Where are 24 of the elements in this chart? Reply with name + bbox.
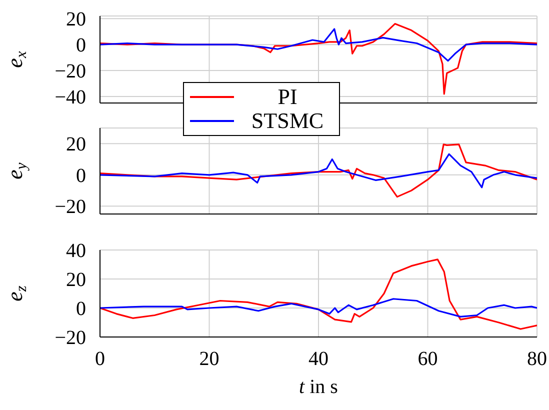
y-tick-label: 20 <box>66 269 86 291</box>
y-tick-label: 20 <box>66 134 86 156</box>
legend-label: STSMC <box>250 108 325 134</box>
x-tick-label: 40 <box>308 348 328 370</box>
y-tick-label: 0 <box>76 298 86 320</box>
line-series <box>100 298 537 318</box>
y-tick-label: −40 <box>54 86 86 109</box>
legend-label: PI <box>276 84 298 110</box>
x-axis-title: t in s <box>299 376 338 398</box>
y-tick-label: 20 <box>66 8 86 31</box>
x-tick-label: 60 <box>418 348 438 370</box>
x-tick-label: 20 <box>199 348 220 370</box>
y-tick-label: −20 <box>54 60 86 83</box>
line-series <box>100 144 537 198</box>
line-series <box>100 28 537 62</box>
line-series <box>100 153 537 188</box>
y-tick-label: −20 <box>54 196 86 218</box>
x-tick-label: 80 <box>527 348 547 370</box>
line-series <box>100 258 537 330</box>
y-tick-label: −20 <box>54 327 86 349</box>
x-tick-label: 0 <box>95 348 105 370</box>
y-tick-label: 40 <box>66 240 86 262</box>
y-tick-label: 0 <box>76 164 86 187</box>
y-tick-label: 0 <box>76 34 86 57</box>
